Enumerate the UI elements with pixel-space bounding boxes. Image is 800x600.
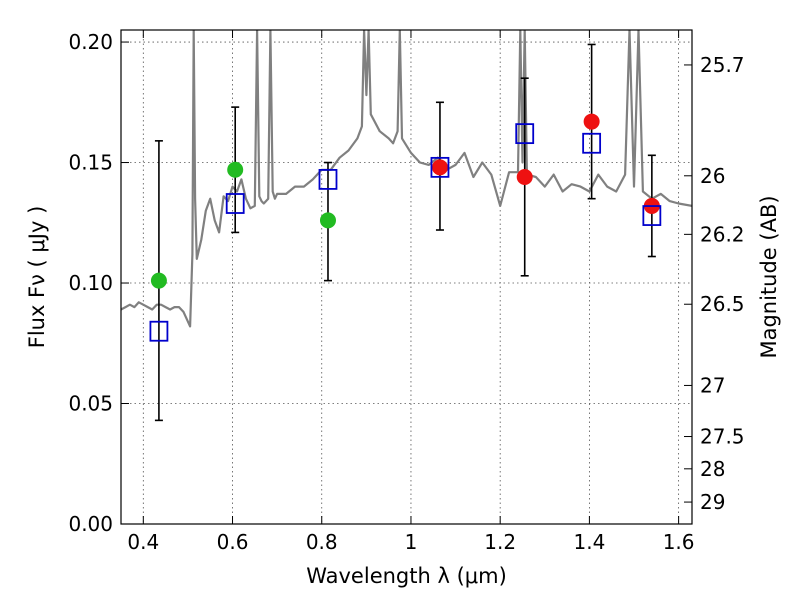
model-photometry-box bbox=[430, 156, 450, 178]
x-tick-label: 0.6 bbox=[217, 530, 249, 554]
red-observed-point bbox=[516, 168, 533, 185]
right-tick-label: 28 bbox=[700, 457, 725, 481]
right-tick-label: 26.5 bbox=[700, 292, 745, 316]
y-tick-label: 0.20 bbox=[68, 30, 113, 54]
right-tick-label: 29 bbox=[700, 490, 725, 514]
right-tick-label: 27 bbox=[700, 373, 725, 397]
green-observed-point bbox=[319, 212, 336, 229]
y-tick-label: 0.10 bbox=[68, 271, 113, 295]
x-tick-label: 1.4 bbox=[573, 530, 605, 554]
y-tick-label: 0.05 bbox=[68, 392, 113, 416]
x-tick-label: 1 bbox=[405, 530, 418, 554]
model-photometry-box bbox=[582, 132, 602, 154]
right-axis-label: Magnitude (AB) bbox=[757, 195, 781, 358]
y-tick-label: 0.00 bbox=[68, 512, 113, 536]
model-photometry-boxes bbox=[149, 123, 662, 342]
model-spectrum-group bbox=[121, 30, 692, 328]
red-observed-point bbox=[583, 113, 600, 130]
model-photometry-box bbox=[642, 205, 662, 226]
model-photometry-box bbox=[149, 320, 169, 342]
right-tick-label: 25.7 bbox=[700, 53, 745, 77]
model-photometry-box bbox=[225, 193, 245, 214]
plot-frame bbox=[120, 29, 693, 525]
red-observed-point bbox=[431, 159, 448, 176]
x-tick-label: 1.6 bbox=[663, 530, 695, 554]
model-photometry-box bbox=[515, 123, 535, 145]
right-tick-label: 26.2 bbox=[700, 222, 745, 246]
green-observed-point bbox=[150, 272, 167, 289]
x-tick-label: 0.4 bbox=[127, 530, 159, 554]
model-spectrum-line bbox=[121, 30, 692, 328]
right-tick-label: 27.5 bbox=[700, 425, 745, 449]
model-photometry-box bbox=[318, 169, 338, 190]
x-tick-label: 0.8 bbox=[306, 530, 338, 554]
y-axis-label: Flux Fν ( μJy ) bbox=[25, 206, 49, 349]
x-axis-label: Wavelength λ (μm) bbox=[306, 564, 507, 588]
green-observed-point bbox=[227, 161, 244, 178]
x-tick-label: 1.2 bbox=[484, 530, 516, 554]
axis-ticks: 0.4 0.6 0.8 1 1.2 1.4 1.6 0.00 0.05 0.10 0.15 0.20 2… bbox=[68, 30, 745, 554]
grid bbox=[121, 30, 692, 525]
y-tick-label: 0.15 bbox=[68, 151, 113, 175]
error-bars bbox=[154, 43, 656, 422]
right-tick-label: 26 bbox=[700, 164, 725, 188]
